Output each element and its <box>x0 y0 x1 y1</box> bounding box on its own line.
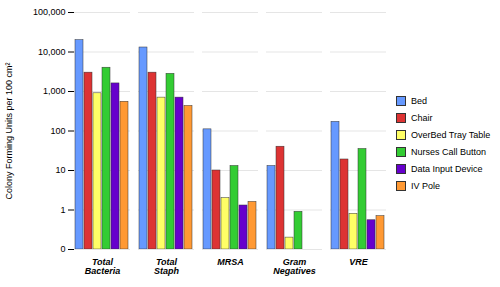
svg-text:100: 100 <box>50 126 65 136</box>
svg-text:TotalBacteria: TotalBacteria <box>85 257 121 276</box>
html-text:Bed: Bed <box>411 96 427 106</box>
svg-text:TotalStaph: TotalStaph <box>154 257 180 276</box>
svg-text:1,000: 1,000 <box>43 86 66 96</box>
html-text:IV Pole: IV Pole <box>411 181 440 191</box>
svg-text:1: 1 <box>60 205 65 215</box>
html-text:Chair: Chair <box>411 113 433 123</box>
svg-text:10: 10 <box>55 165 65 175</box>
html-text:Data Input Device: Data Input Device <box>411 164 483 174</box>
svg-text:0: 0 <box>60 244 65 254</box>
svg-text:GramNegatives: GramNegatives <box>273 257 316 276</box>
html-text:Nurses Call Button: Nurses Call Button <box>411 147 486 157</box>
html-text:OverBed Tray Table: OverBed Tray Table <box>411 130 491 140</box>
svg-text:MRSA: MRSA <box>217 257 244 267</box>
svg-text:10,000: 10,000 <box>38 47 66 57</box>
svg-text:VRE: VRE <box>349 257 369 267</box>
svg-text:100,000: 100,000 <box>33 7 66 17</box>
svg-text:Colony Forming Units per 100 c: Colony Forming Units per 100 cm² <box>4 62 14 199</box>
